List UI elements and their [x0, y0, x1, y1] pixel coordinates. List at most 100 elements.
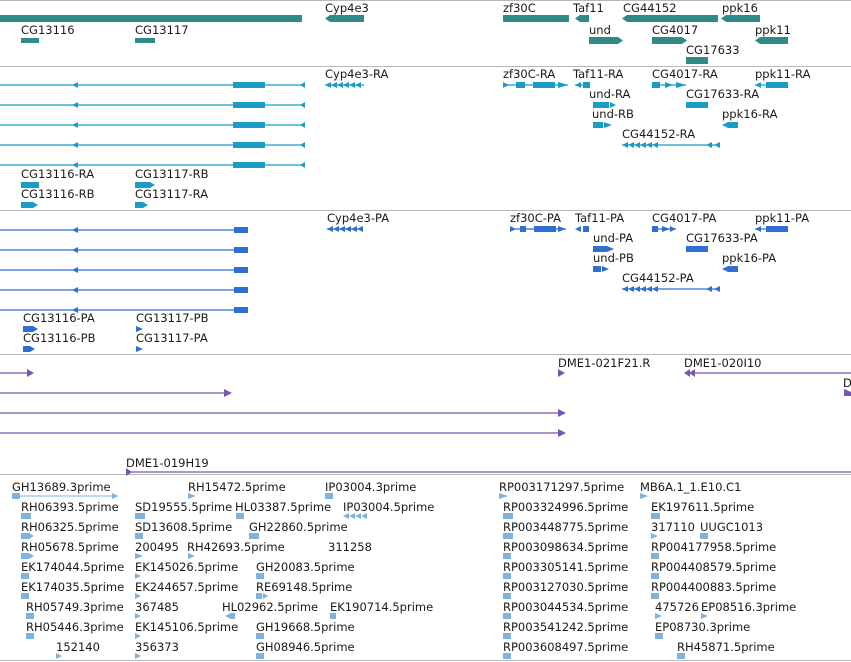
transcript-label[interactable]: ppk16-RA: [722, 107, 778, 121]
est-label[interactable]: RP003171297.5prime: [499, 480, 624, 494]
transcript-feature[interactable]: [21, 202, 38, 208]
est-label[interactable]: EK174035.5prime: [21, 580, 124, 594]
transcript-feature[interactable]: [135, 202, 148, 208]
transcript-label[interactable]: CG13117-RB: [135, 167, 209, 181]
est-feature[interactable]: [256, 653, 264, 659]
transcript-feature[interactable]: [755, 82, 788, 88]
est-label[interactable]: IP03004.3prime: [325, 480, 416, 494]
transcript-label[interactable]: CG17633-RA: [686, 87, 759, 101]
est-feature[interactable]: [701, 613, 708, 619]
est-feature[interactable]: [135, 533, 143, 539]
gene-label[interactable]: und: [589, 23, 611, 37]
est-feature[interactable]: [135, 653, 141, 659]
est-label[interactable]: GH19668.5prime: [256, 620, 355, 634]
est-label[interactable]: RP004400883.5prime: [651, 580, 776, 594]
protein-label[interactable]: CG4017-PA: [652, 211, 717, 225]
gene-feature[interactable]: [135, 38, 155, 43]
transcript-feature[interactable]: [652, 82, 686, 88]
transcript-feature[interactable]: [0, 142, 305, 148]
est-feature[interactable]: [700, 533, 708, 539]
est-feature[interactable]: [330, 613, 336, 619]
protein-feature[interactable]: [0, 247, 248, 253]
est-label[interactable]: RP003127030.5prime: [503, 580, 628, 594]
est-label[interactable]: GH22860.5prime: [249, 520, 348, 534]
est-feature[interactable]: [21, 593, 29, 599]
gene-label[interactable]: CG4017: [652, 23, 698, 37]
bac-label[interactable]: DME1-020I10: [684, 356, 762, 370]
transcript-feature[interactable]: [503, 82, 568, 88]
est-label[interactable]: EK197611.5prime: [651, 500, 754, 514]
est-label[interactable]: RH45871.5prime: [677, 640, 775, 654]
bac-feature[interactable]: [0, 369, 34, 377]
est-label[interactable]: 475726: [655, 600, 699, 614]
est-label[interactable]: RE69148.5prime: [256, 580, 352, 594]
gene-label[interactable]: ppk11: [755, 23, 791, 37]
est-label[interactable]: 200495: [135, 540, 179, 554]
transcript-label[interactable]: zf30C-RA: [503, 67, 555, 81]
est-label[interactable]: RP003448775.5prime: [503, 520, 628, 534]
bac-feature[interactable]: [684, 369, 851, 377]
protein-feature[interactable]: [652, 226, 676, 232]
est-label[interactable]: RH06325.5prime: [21, 520, 119, 534]
gene-feature[interactable]: [589, 37, 623, 44]
est-label[interactable]: RH05678.5prime: [21, 540, 119, 554]
transcript-label[interactable]: CG13116-RA: [21, 167, 94, 181]
protein-feature[interactable]: [136, 346, 143, 352]
est-feature[interactable]: [651, 553, 659, 559]
transcript-feature[interactable]: [686, 102, 708, 108]
protein-feature[interactable]: [0, 287, 248, 293]
est-feature[interactable]: [21, 553, 34, 559]
bac-feature[interactable]: [126, 468, 851, 476]
protein-feature[interactable]: [23, 326, 38, 332]
transcript-label[interactable]: CG13117-RA: [135, 187, 208, 201]
gene-label[interactable]: ppk16: [722, 1, 758, 15]
est-feature[interactable]: [655, 613, 662, 619]
est-feature[interactable]: [503, 653, 511, 659]
est-feature[interactable]: [21, 573, 29, 579]
transcript-label[interactable]: Taf11-RA: [572, 67, 624, 81]
est-label[interactable]: RH15472.5prime: [188, 480, 286, 494]
est-feature[interactable]: [56, 653, 62, 659]
transcript-feature[interactable]: [0, 122, 305, 128]
protein-feature[interactable]: [686, 246, 708, 252]
transcript-feature[interactable]: [0, 82, 305, 88]
transcript-feature[interactable]: [722, 122, 738, 128]
est-label[interactable]: 317110: [651, 520, 695, 534]
est-label[interactable]: RH06393.5prime: [21, 500, 119, 514]
est-feature[interactable]: [135, 613, 141, 619]
est-feature[interactable]: [651, 593, 659, 599]
est-feature[interactable]: [503, 553, 511, 559]
protein-label[interactable]: und-PB: [593, 251, 634, 265]
est-label[interactable]: 311258: [328, 540, 372, 554]
gene-label[interactable]: CG13116: [21, 23, 75, 37]
est-label[interactable]: IP03004.5prime: [343, 500, 434, 514]
protein-label[interactable]: CG17633-PA: [686, 231, 758, 245]
est-label[interactable]: EP08516.3prime: [701, 600, 796, 614]
est-label[interactable]: MB6A.1_1.E10.C1: [640, 480, 741, 494]
est-feature[interactable]: [249, 533, 259, 539]
est-label[interactable]: HL03387.5prime: [235, 500, 331, 514]
transcript-label[interactable]: ppk11-RA: [755, 67, 811, 81]
gene-feature[interactable]: [721, 15, 760, 22]
est-feature[interactable]: [503, 613, 511, 619]
transcript-feature[interactable]: [21, 182, 39, 188]
gene-feature[interactable]: [686, 57, 708, 64]
est-feature[interactable]: [256, 593, 268, 599]
est-feature[interactable]: [26, 613, 34, 619]
est-feature[interactable]: [135, 573, 141, 579]
est-feature[interactable]: [188, 493, 196, 499]
est-label[interactable]: GH20083.5prime: [256, 560, 355, 574]
est-label[interactable]: HL02962.5prime: [222, 600, 318, 614]
protein-feature[interactable]: [722, 266, 738, 272]
est-label[interactable]: RP004408579.5prime: [651, 560, 776, 574]
protein-feature[interactable]: [510, 226, 566, 232]
transcript-label[interactable]: CG13116-RB: [21, 187, 95, 201]
transcript-feature[interactable]: [593, 122, 612, 128]
est-label[interactable]: RH42693.5prime: [187, 540, 285, 554]
protein-label[interactable]: CG13117-PB: [136, 311, 209, 325]
gene-label[interactable]: CG44152: [623, 1, 677, 15]
transcript-feature[interactable]: [0, 162, 305, 168]
transcript-feature[interactable]: [135, 182, 155, 188]
gene-feature[interactable]: [325, 15, 364, 22]
est-feature[interactable]: [21, 533, 34, 539]
